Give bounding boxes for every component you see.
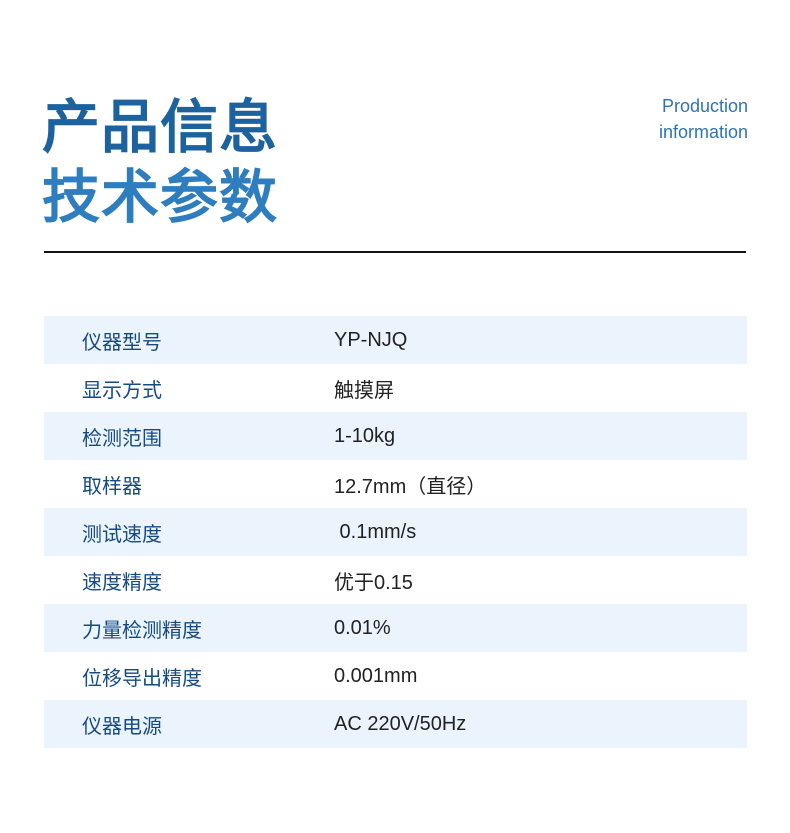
title-line-1: 产品信息	[42, 93, 279, 161]
spec-label: 位移导出精度	[82, 665, 202, 690]
spec-value: AC 220V/50Hz	[334, 712, 467, 735]
spec-row: 速度精度 优于0.15	[44, 556, 747, 604]
spec-label: 测试速度	[82, 521, 162, 546]
spec-label: 仪器电源	[82, 713, 162, 738]
spec-table: 仪器型号 YP-NJQ 显示方式 触摸屏检测范围 1-10kg 取样器 12.7mm（直径）…	[44, 316, 747, 748]
spec-value: 0.001mm	[334, 664, 418, 687]
divider	[44, 251, 746, 253]
english-subtitle: Production information	[659, 93, 748, 145]
title-line-2: 技术参数	[42, 163, 279, 231]
subtitle-line-1: Production	[661, 96, 748, 116]
spec-value: 0.1mm/s	[334, 520, 417, 543]
spec-label: 显示方式	[82, 377, 162, 402]
spec-value: 触摸屏	[334, 379, 394, 402]
page-title: 产品信息 技术参数	[42, 92, 278, 232]
spec-label: 仪器型号	[82, 329, 162, 354]
spec-value: 12.7mm（直径）	[334, 475, 487, 498]
spec-row: 取样器 12.7mm（直径）	[44, 460, 747, 508]
spec-row: 仪器电源 AC 220V/50Hz	[44, 700, 747, 748]
spec-row: 显示方式 触摸屏	[44, 364, 747, 412]
spec-label: 检测范围	[82, 425, 162, 450]
spec-label: 力量检测精度	[82, 617, 202, 642]
spec-row: 力量检测精度 0.01%	[44, 604, 747, 652]
subtitle-line-2: information	[658, 122, 748, 142]
spec-label: 速度精度	[82, 569, 162, 594]
spec-row: 仪器型号 YP-NJQ	[44, 316, 747, 364]
spec-row: 测试速度 0.1mm/s	[44, 508, 747, 556]
spec-value: YP-NJQ	[334, 328, 408, 351]
spec-row: 检测范围 1-10kg	[44, 412, 747, 460]
spec-label: 取样器	[82, 473, 142, 498]
spec-value: 1-10kg	[334, 424, 396, 447]
spec-row: 位移导出精度 0.001mm	[44, 652, 747, 700]
spec-value: 0.01%	[334, 616, 391, 639]
spec-value: 优于0.15	[334, 571, 413, 594]
